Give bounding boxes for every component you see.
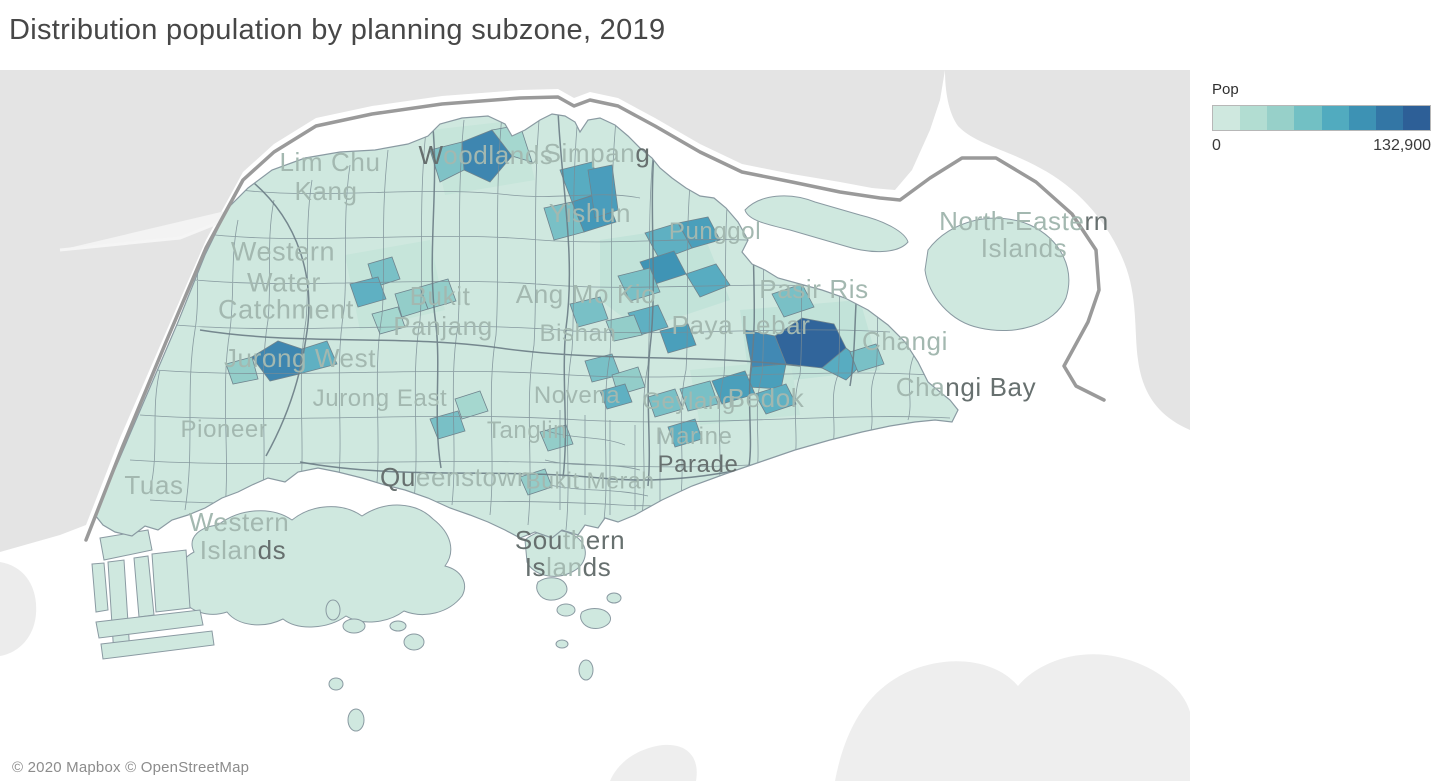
color-legend[interactable]: Pop 0 132,900 <box>1212 81 1432 155</box>
map-place-label: Islands <box>980 233 1068 263</box>
main-island <box>95 114 958 538</box>
legend-color-step <box>1294 106 1322 130</box>
map-place-label: Islands <box>524 552 612 582</box>
legend-max-label: 132,900 <box>1373 137 1431 154</box>
subzone-highlights <box>225 124 885 496</box>
map-place-label: Changi <box>862 326 948 356</box>
legend-ramp <box>1212 105 1431 131</box>
map-place-label: Novena <box>533 382 621 409</box>
map-place-label: Parade <box>657 451 739 478</box>
legend-color-step <box>1375 106 1403 130</box>
map-place-label: Tuas <box>124 470 184 500</box>
map-place-label: Western <box>188 507 290 537</box>
map-place-label: Changi Bay <box>895 372 1037 402</box>
map-place-label: Queenstown <box>380 462 532 492</box>
map-place-label: Water <box>246 267 322 298</box>
map-place-label: Bukit Merah <box>525 467 655 494</box>
outer-islands <box>91 195 1070 732</box>
map-place-label: Geylang <box>642 388 736 415</box>
map-place-label: Pioneer <box>180 416 268 443</box>
map-place-label: Bedok <box>727 383 805 413</box>
legend-color-step <box>1267 106 1295 130</box>
map-place-label: Ang Mo Kio <box>515 279 657 309</box>
map-place-label: Southern <box>514 525 626 555</box>
legend-color-step <box>1402 106 1430 130</box>
legend-color-step <box>1321 106 1349 130</box>
map-canvas <box>0 70 1190 781</box>
map-place-label: Yishun <box>548 198 632 228</box>
map-attribution: © 2020 Mapbox © OpenStreetMap <box>12 759 250 776</box>
title-bar: Distribution population by planning subz… <box>0 0 1439 70</box>
legend-color-step <box>1348 106 1376 130</box>
legend-color-step <box>1213 106 1241 130</box>
legend-title: Pop <box>1212 81 1239 98</box>
map-place-label: Lim Chu <box>279 147 381 177</box>
map-place-label: North-Eastern <box>939 206 1109 236</box>
map-place-label: Panjang <box>393 311 493 341</box>
legend-color-step <box>1240 106 1268 130</box>
map-place-label: Tanglin <box>486 417 568 444</box>
choropleth-map[interactable]: Lim Chu Kang Woodlands Simpang Yishun Punggol… <box>0 70 1190 781</box>
map-place-label: Jurong East <box>312 385 448 412</box>
international-border-line <box>84 95 1106 542</box>
map-place-label: Simpang <box>543 138 651 168</box>
map-place-label: Punggol <box>668 218 762 245</box>
map-place-label: Pasir Ris <box>759 274 869 304</box>
map-place-label: Western <box>230 236 336 267</box>
legend-min-label: 0 <box>1212 137 1221 154</box>
map-place-label: Woodlands <box>418 140 554 170</box>
main-island-coastline <box>94 113 959 539</box>
map-place-label: Catchment <box>218 294 354 325</box>
map-place-label: Bukit <box>409 281 471 311</box>
page-title: Distribution population by planning subz… <box>9 14 666 46</box>
planning-area-boundaries <box>199 114 881 487</box>
map-place-label: Islands <box>199 535 287 565</box>
map-place-label: Marine <box>655 423 733 450</box>
legend-scale: 0 132,900 <box>1212 137 1431 155</box>
map-place-label: Jurong West <box>223 343 377 373</box>
map-place-label: Kang <box>294 176 358 206</box>
map-place-label: Paya Lebar <box>671 310 811 340</box>
map-place-label: Bishan <box>539 320 617 347</box>
